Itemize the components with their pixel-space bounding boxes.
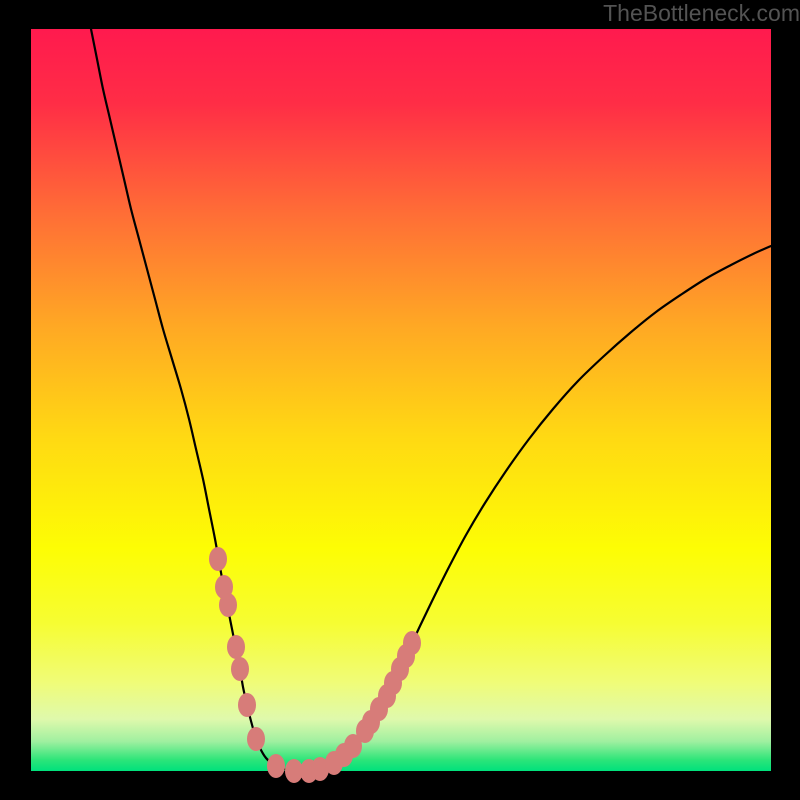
chart-container: TheBottleneck.com — [0, 0, 800, 800]
data-marker — [219, 593, 237, 617]
data-marker — [238, 693, 256, 717]
data-marker — [231, 657, 249, 681]
data-marker — [403, 631, 421, 655]
data-marker — [267, 754, 285, 778]
data-marker — [247, 727, 265, 751]
data-marker — [227, 635, 245, 659]
data-marker — [209, 547, 227, 571]
bottleneck-chart — [0, 0, 800, 800]
